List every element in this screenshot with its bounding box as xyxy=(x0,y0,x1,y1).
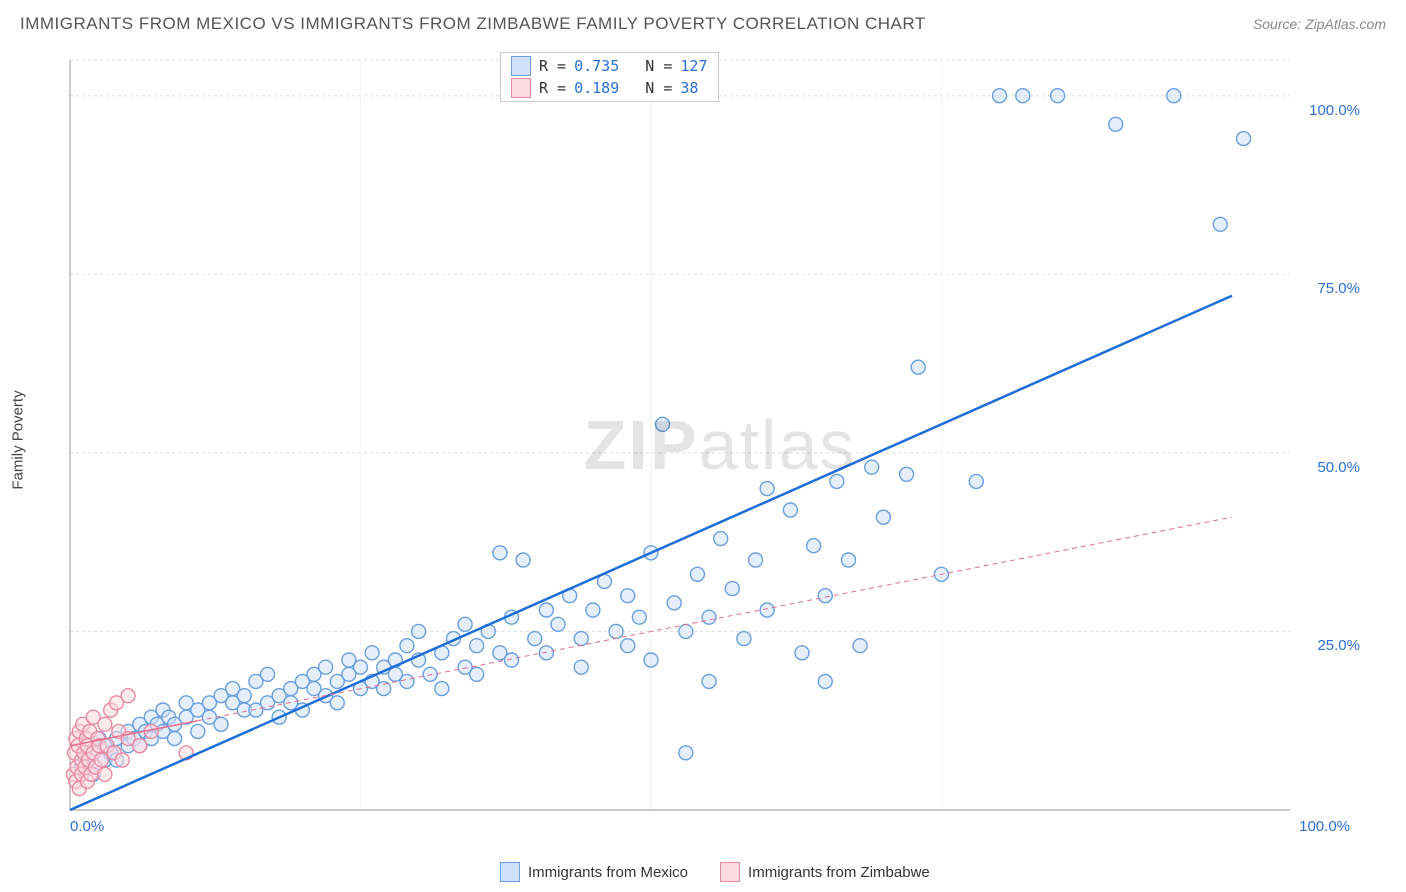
legend-label: Immigrants from Zimbabwe xyxy=(748,864,930,881)
x-tick-label: 0.0% xyxy=(70,818,104,835)
y-tick-label: 50.0% xyxy=(1317,459,1360,476)
source-label: Source: ZipAtlas.com xyxy=(1253,16,1386,32)
chart-title: IMMIGRANTS FROM MEXICO VS IMMIGRANTS FRO… xyxy=(20,14,926,34)
title-bar: IMMIGRANTS FROM MEXICO VS IMMIGRANTS FRO… xyxy=(20,14,1386,34)
legend-item: Immigrants from Mexico xyxy=(500,862,688,882)
y-tick-label: 100.0% xyxy=(1309,102,1360,119)
stats-legend-row: R = 0.735 N = 127 xyxy=(501,55,718,77)
y-tick-label: 75.0% xyxy=(1317,280,1360,297)
legend-swatch xyxy=(511,56,531,76)
plot-area: ZIPatlas 25.0%50.0%75.0%100.0%0.0%100.0% xyxy=(60,50,1380,840)
stats-legend-row: R = 0.189 N = 38 xyxy=(501,77,718,99)
y-axis-label: Family Poverty xyxy=(10,390,27,489)
stats-legend: R = 0.735 N = 127R = 0.189 N = 38 xyxy=(500,52,719,102)
series-legend: Immigrants from Mexico Immigrants from Zi… xyxy=(500,862,930,882)
x-tick-label: 100.0% xyxy=(1299,818,1350,835)
y-tick-label: 25.0% xyxy=(1317,637,1360,654)
legend-swatch xyxy=(500,862,520,882)
legend-item: Immigrants from Zimbabwe xyxy=(720,862,930,882)
legend-swatch xyxy=(511,78,531,98)
chart-svg xyxy=(60,50,1380,840)
legend-swatch xyxy=(720,862,740,882)
legend-label: Immigrants from Mexico xyxy=(528,864,688,881)
